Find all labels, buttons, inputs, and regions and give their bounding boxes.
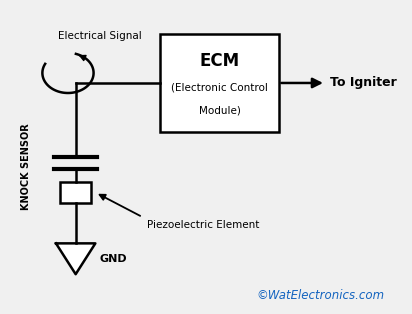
Text: ©WatElectronics.com: ©WatElectronics.com (257, 289, 385, 302)
Text: Piezoelectric Element: Piezoelectric Element (147, 220, 259, 230)
Bar (60, 182, 91, 203)
Bar (160, 34, 279, 132)
Text: GND: GND (99, 254, 127, 264)
Text: (Electronic Control: (Electronic Control (171, 83, 268, 93)
Text: Module): Module) (199, 106, 240, 116)
Text: ECM: ECM (199, 52, 239, 70)
Text: KNOCK SENSOR: KNOCK SENSOR (21, 123, 31, 210)
Polygon shape (56, 243, 95, 274)
Text: To Igniter: To Igniter (330, 77, 396, 89)
Text: Electrical Signal: Electrical Signal (58, 30, 141, 41)
